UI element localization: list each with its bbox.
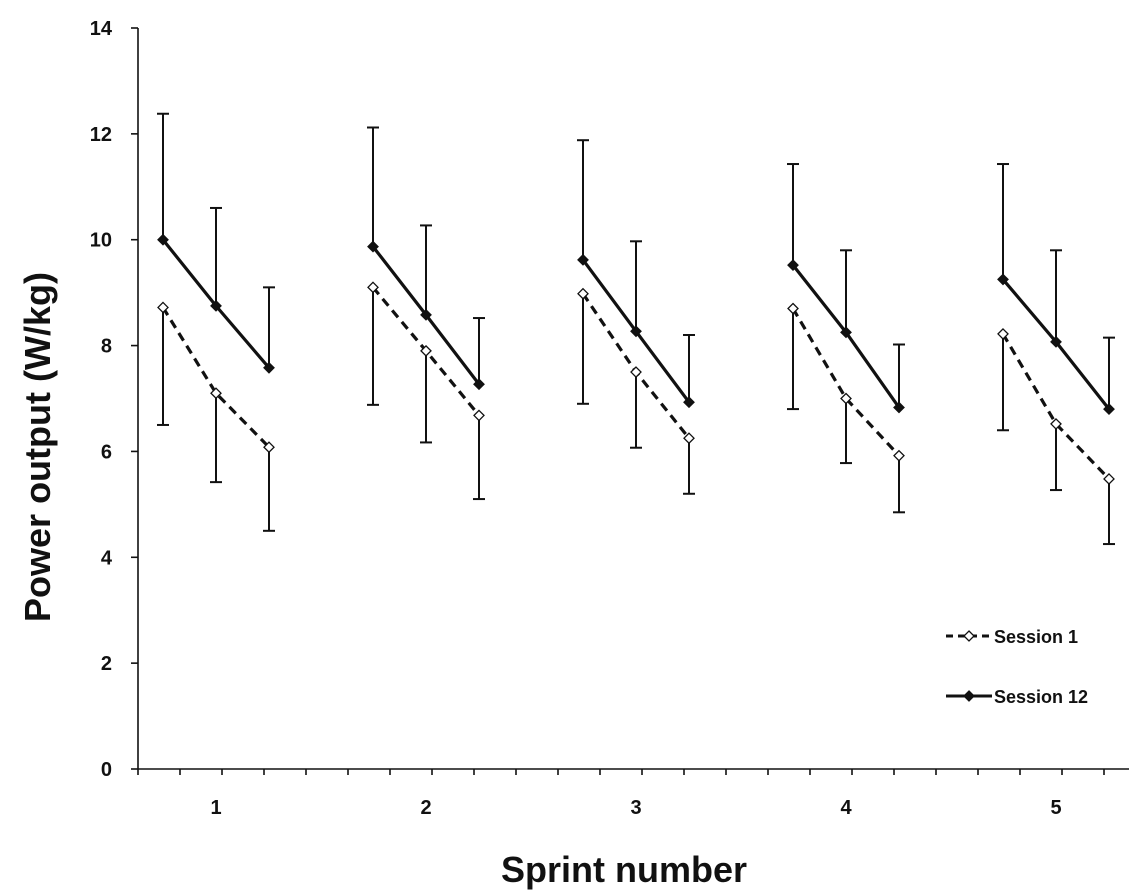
legend-marker-session-12 — [963, 690, 975, 702]
data-point-session-12 — [420, 308, 432, 321]
data-point-session-12 — [263, 361, 275, 374]
data-point-session-1 — [577, 287, 589, 300]
x-tick-label: 4 — [840, 797, 852, 819]
y-tick-label: 14 — [90, 18, 113, 40]
data-point-session-12 — [787, 259, 799, 272]
data-point-session-1 — [630, 366, 642, 378]
x-tick-label: 1 — [210, 797, 221, 819]
data-point-session-1 — [263, 441, 275, 454]
x-tick-label: 3 — [630, 797, 641, 819]
y-tick-label: 10 — [90, 230, 112, 252]
data-point-session-1 — [210, 387, 222, 400]
data-point-session-12 — [157, 233, 169, 246]
legend-label-session-12: Session 12 — [994, 687, 1088, 707]
data-point-session-12 — [1103, 403, 1115, 416]
data-point-session-1 — [157, 301, 169, 314]
data-point-session-12 — [840, 326, 852, 339]
data-point-session-12 — [997, 273, 1009, 286]
data-point-session-12 — [473, 378, 485, 391]
data-point-session-1 — [1103, 473, 1115, 485]
data-point-session-1 — [840, 392, 852, 405]
y-tick-label: 2 — [101, 653, 112, 675]
data-markers — [157, 233, 1115, 485]
data-point-session-1 — [1050, 417, 1062, 430]
data-point-session-12 — [893, 401, 905, 414]
series-line-session-1-sprint-4 — [791, 307, 901, 457]
y-tick-label: 12 — [90, 124, 112, 146]
y-axis-title: Power output (W/kg) — [17, 272, 58, 622]
series-line-session-1-sprint-1 — [161, 306, 271, 449]
x-tick-label: 2 — [420, 797, 431, 819]
y-tick-label: 4 — [101, 547, 113, 569]
y-tick-label: 6 — [101, 441, 112, 463]
data-point-session-12 — [630, 325, 642, 338]
data-point-session-1 — [473, 409, 485, 422]
legend-label-session-1: Session 1 — [994, 627, 1078, 647]
legend-marker-session-1 — [963, 630, 975, 642]
data-point-session-12 — [683, 396, 695, 409]
data-point-session-1 — [367, 281, 379, 294]
x-tick-label: 5 — [1050, 797, 1061, 819]
x-axis-title: Sprint number — [501, 849, 747, 890]
data-point-session-12 — [1050, 335, 1062, 348]
series-line-session-1-sprint-5 — [1001, 333, 1111, 481]
data-point-session-12 — [577, 253, 589, 266]
data-point-session-1 — [787, 302, 799, 315]
data-point-session-1 — [893, 449, 905, 462]
data-point-session-1 — [683, 432, 695, 445]
y-tick-label: 8 — [101, 336, 112, 358]
y-tick-label: 0 — [101, 759, 112, 781]
data-point-session-1 — [420, 344, 432, 357]
data-point-session-1 — [997, 328, 1009, 340]
legend: Session 1 Session 12 — [946, 627, 1088, 707]
error-bars — [157, 112, 1115, 546]
data-point-session-12 — [367, 240, 379, 253]
data-point-session-12 — [210, 299, 222, 312]
